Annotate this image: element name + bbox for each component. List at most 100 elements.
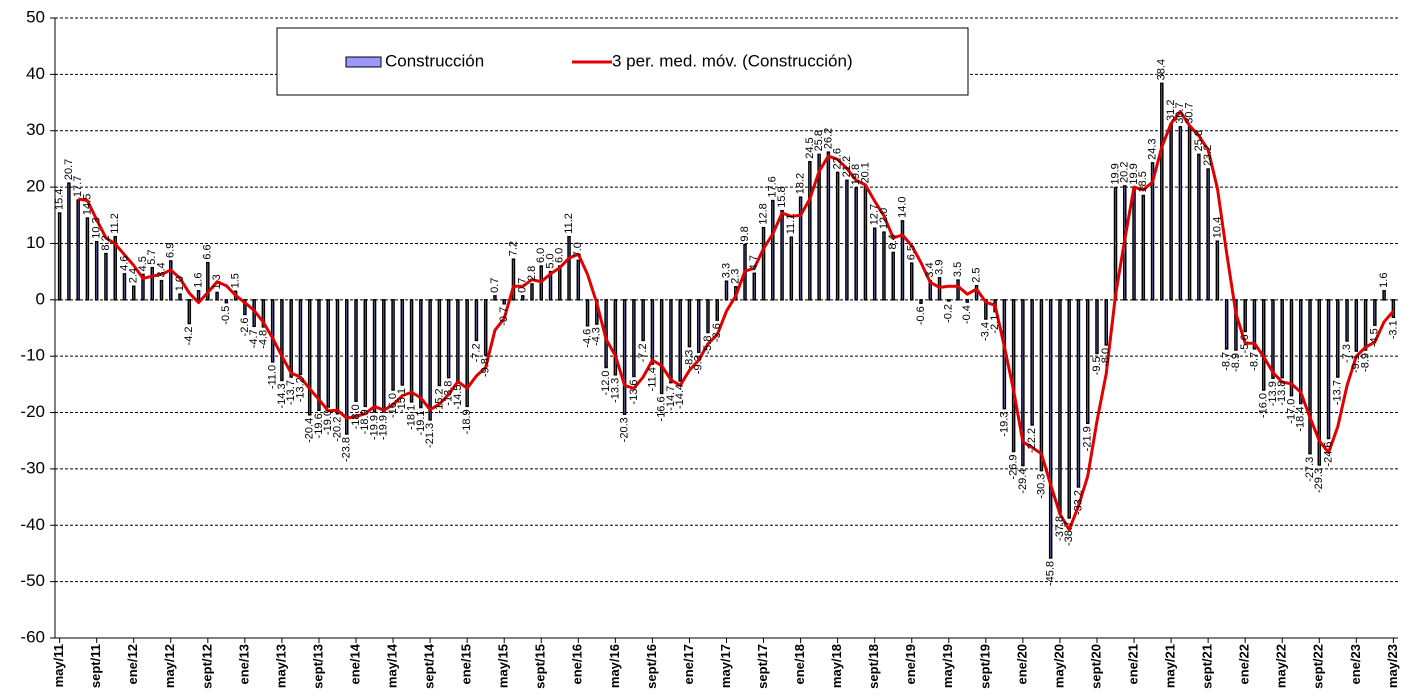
bar <box>437 299 442 387</box>
bar <box>215 291 219 301</box>
data-label: -18.1 <box>405 405 417 430</box>
bar <box>169 260 173 301</box>
data-label: -9.5 <box>1091 356 1103 375</box>
data-label: -23.8 <box>341 437 353 462</box>
x-tick-label: ene/13 <box>236 644 251 684</box>
bar <box>845 179 849 301</box>
data-label: 3.9 <box>933 260 945 275</box>
x-tick-label: sept/17 <box>755 644 770 689</box>
bar <box>113 235 117 301</box>
bar <box>558 265 562 301</box>
data-label: 9.8 <box>739 226 751 241</box>
data-label: -29.3 <box>1313 468 1325 493</box>
data-label: 4.7 <box>748 255 760 270</box>
bar <box>131 285 136 301</box>
bar <box>835 171 840 301</box>
data-label: -33.2 <box>1072 490 1084 515</box>
data-label: 24.3 <box>1146 138 1158 159</box>
bar <box>483 299 488 356</box>
bar <box>882 231 886 301</box>
data-label: -8.7 <box>1221 352 1233 371</box>
bar <box>289 299 293 378</box>
data-label: 6.0 <box>535 248 547 263</box>
bar <box>1271 299 1275 379</box>
bar <box>567 235 571 301</box>
data-label: -15.2 <box>433 388 445 413</box>
bar <box>1317 299 1322 466</box>
y-tick-label: -20 <box>20 402 45 421</box>
bar <box>400 299 405 386</box>
x-tick-label: ene/17 <box>681 644 696 684</box>
data-label: -8.3 <box>683 350 695 369</box>
data-label: 26.2 <box>822 128 834 149</box>
data-label: -13.2 <box>294 377 306 402</box>
x-tick-label: may/15 <box>496 644 511 688</box>
bar <box>1243 299 1247 333</box>
data-label: -18.4 <box>1295 407 1307 432</box>
data-label: -7.3 <box>1341 344 1353 363</box>
data-label: 22.6 <box>832 148 844 169</box>
data-label: -4.3 <box>591 327 603 346</box>
bar <box>94 241 99 301</box>
x-tick-label: sept/16 <box>644 644 659 689</box>
bar <box>1169 123 1173 301</box>
data-label: 6.5 <box>906 245 918 260</box>
data-label: -0.5 <box>220 306 232 325</box>
bar <box>1252 299 1257 350</box>
data-label: -2.6 <box>239 317 251 336</box>
data-label: 11.1 <box>785 214 797 235</box>
bar <box>1289 299 1294 397</box>
legend-label: 3 per. med. móv. (Construcción) <box>612 51 853 70</box>
bar <box>1215 240 1220 301</box>
bar <box>576 259 581 301</box>
data-label: 24.5 <box>804 137 816 158</box>
data-label: -16.0 <box>387 393 399 418</box>
data-label: 19.9 <box>1109 163 1121 184</box>
x-tick-label: ene/22 <box>1237 644 1252 684</box>
y-tick-label: -60 <box>20 627 45 646</box>
bar <box>1363 299 1368 351</box>
bar <box>1187 126 1192 301</box>
x-tick-label: may/14 <box>385 643 400 688</box>
bar <box>1197 153 1201 301</box>
bar <box>335 299 340 415</box>
data-label: 14.0 <box>896 196 908 217</box>
bar <box>826 151 831 301</box>
data-label: -13.8 <box>1276 381 1288 406</box>
bar <box>585 299 590 327</box>
data-label: -12.0 <box>600 370 612 395</box>
bar <box>474 299 479 342</box>
data-label: -19.9 <box>368 415 380 440</box>
data-label: -14.7 <box>665 386 677 411</box>
bar <box>1298 299 1303 405</box>
y-tick-label: 0 <box>36 289 45 308</box>
y-tick-label: -10 <box>20 346 45 365</box>
data-label: 1.6 <box>192 273 204 288</box>
bar <box>187 299 192 325</box>
data-label: 1.5 <box>230 273 242 288</box>
x-tick-label: may/17 <box>718 644 733 688</box>
bar <box>307 299 312 416</box>
bar <box>57 212 62 301</box>
bar <box>669 299 673 384</box>
data-label: 25.8 <box>1193 130 1205 151</box>
x-tick-label: sept/14 <box>422 643 437 689</box>
data-label: 31.2 <box>1165 100 1177 121</box>
bar <box>752 272 757 301</box>
bar <box>363 299 368 408</box>
data-label: 7.2 <box>507 241 519 256</box>
bar <box>659 299 664 395</box>
x-tick-label: may/22 <box>1274 644 1289 688</box>
data-label: 3.4 <box>155 262 167 277</box>
bar <box>530 283 534 301</box>
data-label: -20.4 <box>304 418 316 443</box>
bar <box>650 299 655 365</box>
bar <box>345 299 349 435</box>
bar <box>270 299 275 363</box>
x-tick-label: may/23 <box>1385 644 1400 688</box>
data-label: 11.2 <box>563 213 575 234</box>
data-label: -11.4 <box>646 367 658 391</box>
bar <box>122 273 127 301</box>
data-label: -18.9 <box>461 409 473 434</box>
bar <box>456 299 460 383</box>
